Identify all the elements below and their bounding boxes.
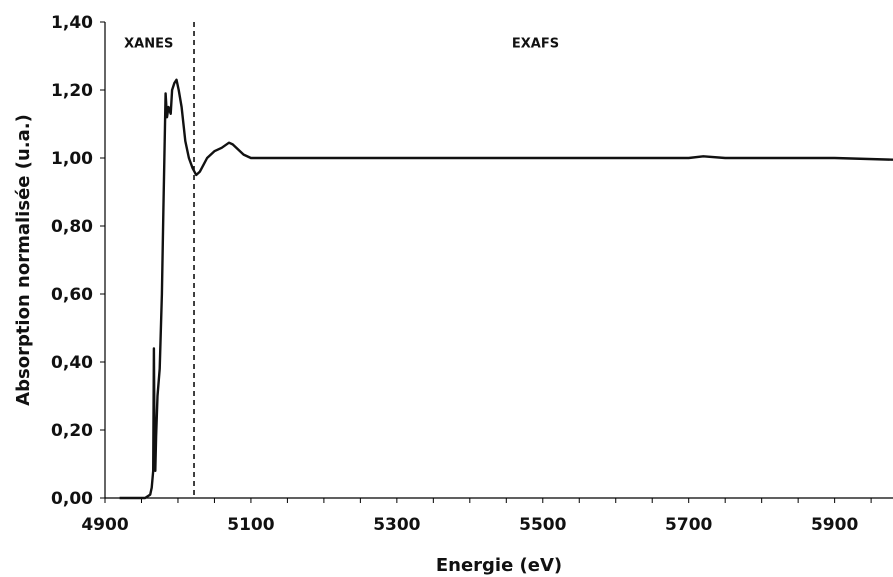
x-tick-label: 4900 (81, 515, 128, 535)
x-tick-label: 5100 (227, 515, 274, 535)
axes (100, 21, 893, 503)
axis-titles: Energie (eV) Absorption normalisée (u.a.… (13, 114, 562, 576)
y-tick-label: 1,20 (51, 81, 93, 101)
y-axis-title: Absorption normalisée (u.a.) (13, 114, 34, 406)
x-tick-label: 5500 (519, 515, 566, 535)
x-axis-title: Energie (eV) (436, 555, 562, 576)
x-tick-label: 5700 (665, 515, 712, 535)
series-lines (119, 78, 893, 500)
region-label-xanes: XANES (124, 36, 173, 51)
y-tick-label: 1,40 (51, 13, 93, 33)
y-tick-label: 0,80 (51, 217, 93, 237)
y-tick-label: 0,60 (51, 285, 93, 305)
y-tick-label: 0,00 (51, 489, 93, 509)
region-label-exafs: EXAFS (512, 36, 559, 51)
y-tick-label: 0,40 (51, 353, 93, 373)
y-tick-label: 1,00 (51, 149, 93, 169)
x-tick-label: 5300 (373, 515, 420, 535)
tick-labels: 0,00 0,20 0,40 0,60 0,80 1,00 1,20 1,40 4900 5100… (51, 13, 858, 535)
region-labels: XANES EXAFS (124, 36, 559, 51)
y-tick-label: 0,20 (51, 421, 93, 441)
x-tick-label: 5900 (811, 515, 858, 535)
series-line-0 (119, 78, 893, 500)
